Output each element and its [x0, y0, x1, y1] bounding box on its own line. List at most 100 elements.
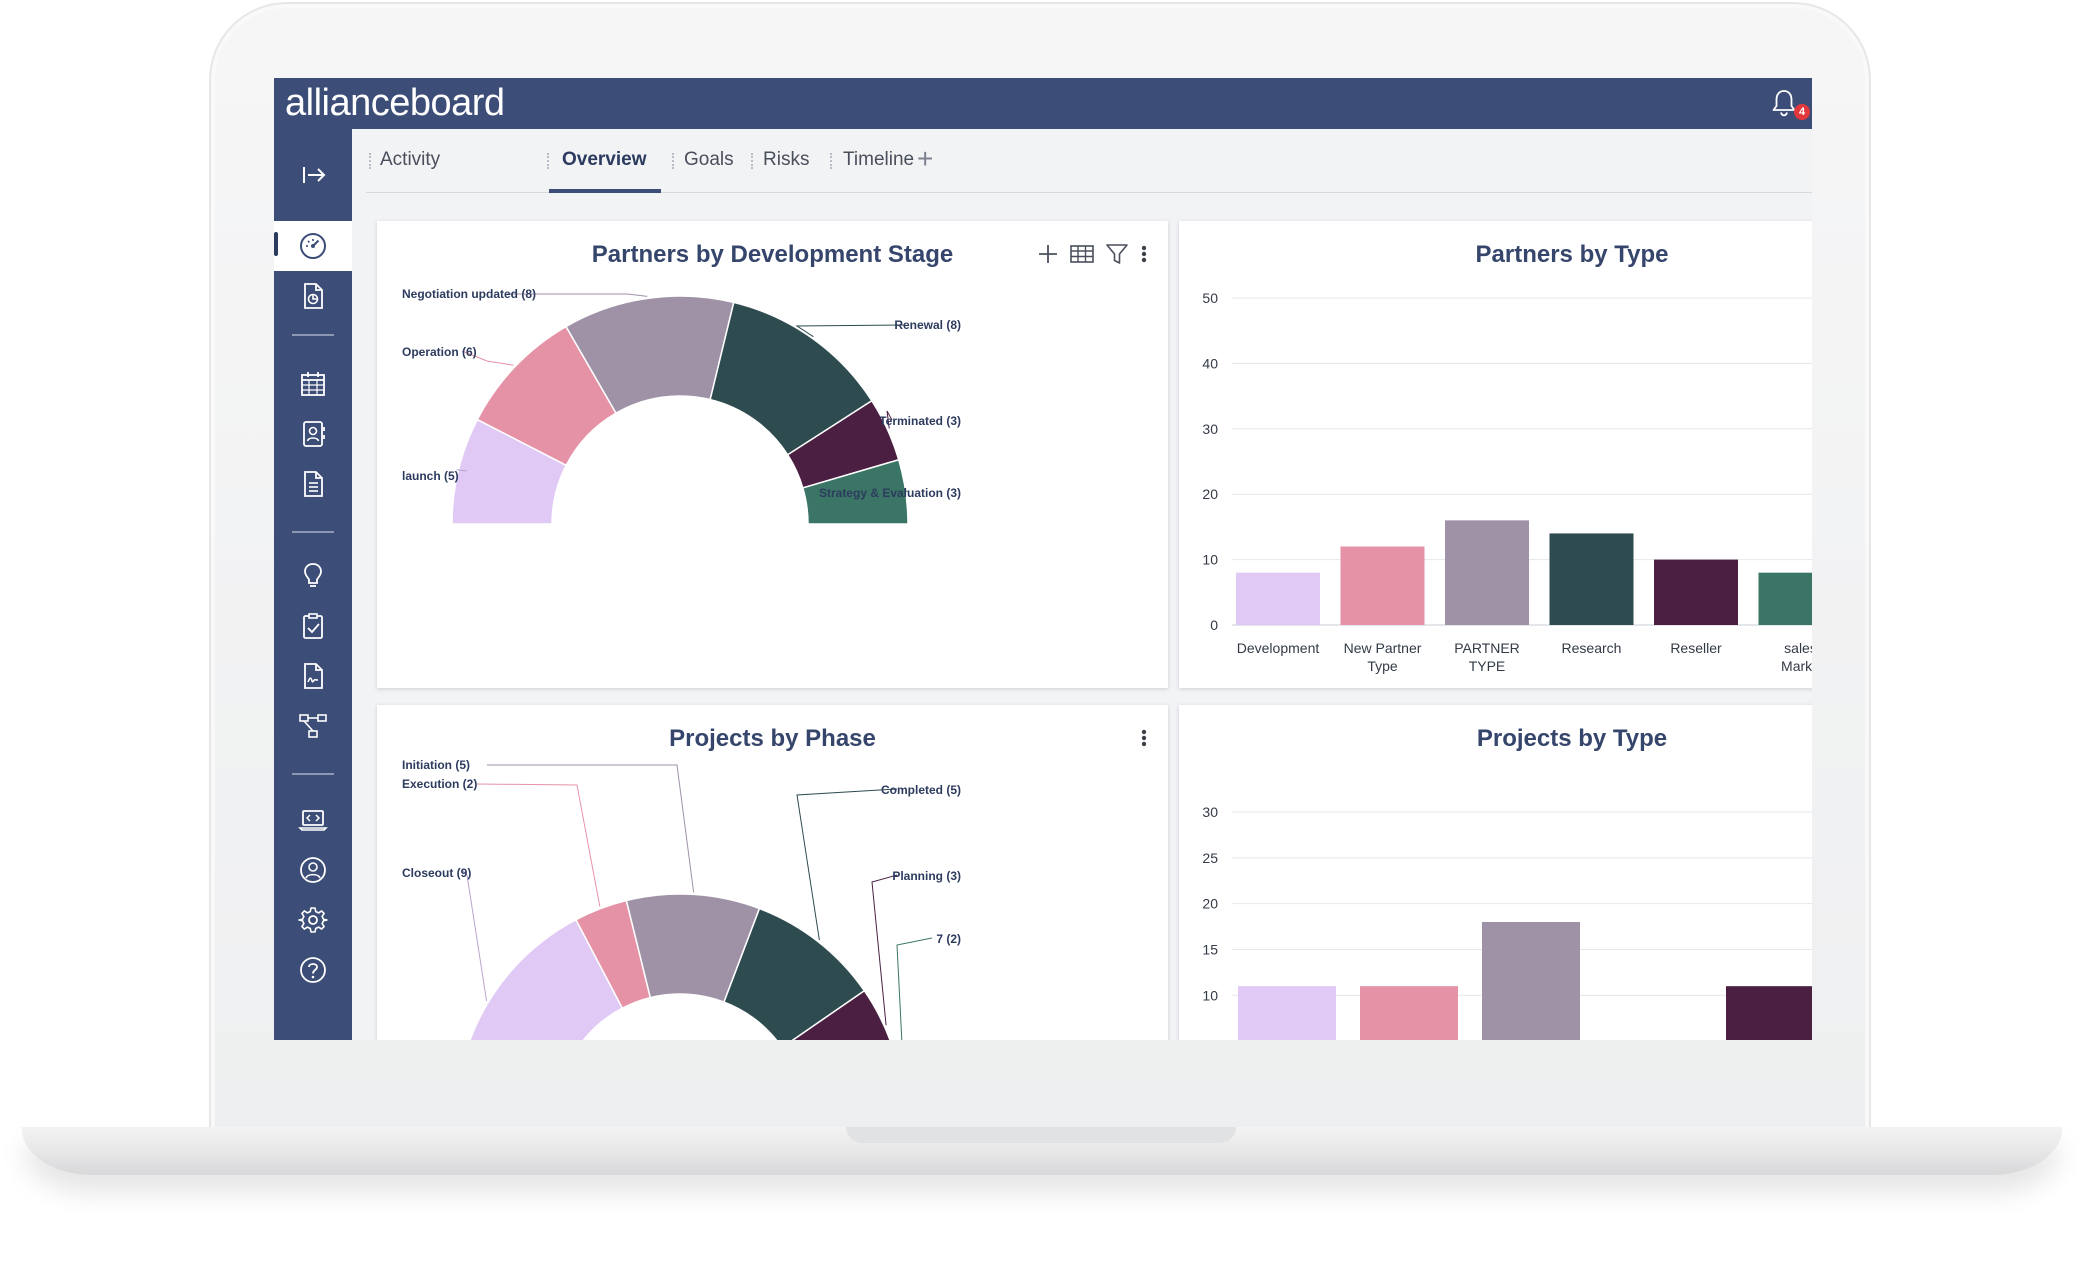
bar[interactable] [1549, 533, 1634, 625]
x-category-label: TYPE [1469, 658, 1506, 674]
tab-separator [547, 153, 549, 169]
document-list-icon[interactable] [298, 469, 328, 499]
slice-leader-line [886, 410, 893, 429]
card-title: Projects by Type [1476, 725, 1668, 752]
tab-separator [369, 153, 371, 169]
add-icon[interactable] [1035, 241, 1061, 267]
sidebar-divider [292, 531, 334, 533]
y-tick-label: 40 [1202, 355, 1218, 371]
slice-label: Terminated (3) [879, 414, 961, 428]
y-tick-label: 20 [1202, 486, 1218, 502]
slice-label: Planning (3) [892, 869, 961, 883]
sidebar [274, 129, 352, 1040]
slice-leader-line [507, 293, 648, 297]
lightbulb-icon[interactable] [298, 561, 328, 591]
active-tab-underline [549, 189, 661, 193]
notification-bell-icon[interactable] [1770, 88, 1798, 118]
slice-leader-line [456, 469, 468, 472]
slice-label: Execution (2) [402, 777, 477, 791]
laptop-notch [846, 1127, 1236, 1143]
card-projects-by-type: Projects by Type 10 15 20 25 30 [1179, 705, 1812, 1040]
bar[interactable] [1654, 559, 1738, 625]
document-signature-icon[interactable] [298, 661, 328, 691]
user-circle-icon[interactable] [298, 855, 328, 885]
y-tick-label: 30 [1202, 421, 1218, 437]
y-tick-label: 10 [1202, 987, 1218, 1003]
tab-overview[interactable]: Overview [562, 149, 647, 170]
slice-label: Strategy & Evaluation (3) [819, 486, 961, 500]
y-tick-label: 50 [1202, 290, 1218, 306]
slice-label: Closeout (9) [402, 866, 471, 880]
slice-label: launch (5) [402, 469, 459, 483]
partners-stage-chart: launch (5) Operation (6) Negotiation updat… [402, 287, 961, 525]
tab-separator [672, 153, 674, 169]
brand-logo[interactable]: allianceboard [285, 82, 505, 124]
card-title: Projects by Phase [669, 725, 876, 752]
help-circle-icon[interactable] [298, 955, 328, 985]
more-options-icon[interactable] [1137, 725, 1151, 751]
bar[interactable] [1238, 986, 1336, 1040]
add-tab-button[interactable]: + [917, 143, 934, 174]
slice-leader-line [796, 788, 898, 941]
y-tick-label: 15 [1202, 942, 1218, 958]
tab-bar: Activity Overview Goals Risks Timeline + [366, 129, 1812, 193]
document-chart-icon[interactable] [298, 281, 328, 311]
card-title: Partners by Development Stage [591, 241, 954, 268]
bar[interactable] [1726, 986, 1812, 1040]
slice-label: Negotiation updated (8) [402, 287, 536, 301]
card-partners-by-type: Partners by Type 0 10 20 30 40 50 Development N… [1179, 221, 1812, 688]
y-tick-label: 20 [1202, 896, 1218, 912]
tab-risks[interactable]: Risks [763, 149, 810, 170]
app-screen: allianceboard 4 [274, 78, 1812, 1040]
tab-timeline[interactable]: Timeline [843, 149, 915, 170]
slice-leader-line [795, 324, 905, 338]
bar[interactable] [1236, 572, 1320, 625]
slice-leader-line [476, 783, 601, 907]
sidebar-divider [292, 334, 334, 336]
slice-leader-line [461, 869, 488, 1002]
bar[interactable] [1758, 572, 1813, 625]
bar[interactable] [1340, 546, 1425, 625]
settings-gear-icon[interactable] [298, 905, 328, 935]
contact-card-icon[interactable] [298, 419, 328, 449]
x-category-label: Marke [1781, 658, 1812, 674]
pie-slice[interactable] [782, 989, 897, 1040]
partners-type-chart: 0 10 20 30 40 50 Development New Partner Type PAR… [1202, 290, 1813, 674]
dashboard-gauge-icon[interactable] [298, 231, 328, 261]
more-options-icon[interactable] [1137, 241, 1151, 267]
pie-slice[interactable] [801, 458, 909, 525]
x-category-label: Reseller [1670, 640, 1722, 656]
bar[interactable] [1482, 922, 1580, 1040]
top-bar: allianceboard 4 [274, 78, 1812, 129]
network-hierarchy-icon[interactable] [298, 711, 328, 741]
tab-separator [751, 153, 753, 169]
slice-label: Completed (5) [881, 783, 961, 797]
slice-label: Operation (6) [402, 345, 477, 359]
slice-label: 7 (2) [936, 932, 961, 946]
slice-label: Renewal (8) [894, 318, 961, 332]
clipboard-check-icon[interactable] [298, 611, 328, 641]
y-tick-label: 0 [1210, 617, 1218, 633]
table-view-icon[interactable] [1069, 241, 1095, 267]
collapse-arrow-icon[interactable] [301, 163, 327, 187]
pie-slice[interactable] [456, 918, 624, 1040]
card-projects-by-phase: Projects by Phase Closeout (9) Execution … [377, 705, 1168, 1040]
x-category-label: Development [1237, 640, 1320, 656]
bar[interactable] [1445, 520, 1529, 625]
card-partners-by-development-stage: Partners by Development Stage launch (5)… [377, 221, 1168, 688]
card-title: Partners by Type [1475, 241, 1669, 268]
tab-goals[interactable]: Goals [684, 149, 734, 170]
bar[interactable] [1360, 986, 1458, 1040]
filter-icon[interactable] [1104, 241, 1130, 267]
sidebar-active-indicator [274, 232, 278, 256]
x-category-label: sales [1784, 640, 1812, 656]
laptop-code-icon[interactable] [298, 805, 328, 835]
calendar-icon[interactable] [298, 369, 328, 399]
tab-activity[interactable]: Activity [380, 149, 441, 170]
slice-leader-line [461, 350, 514, 366]
y-tick-label: 10 [1202, 552, 1218, 568]
y-tick-label: 25 [1202, 850, 1218, 866]
x-category-label: PARTNER [1454, 640, 1520, 656]
slice-leader-line [487, 764, 695, 893]
y-tick-label: 30 [1202, 804, 1218, 820]
